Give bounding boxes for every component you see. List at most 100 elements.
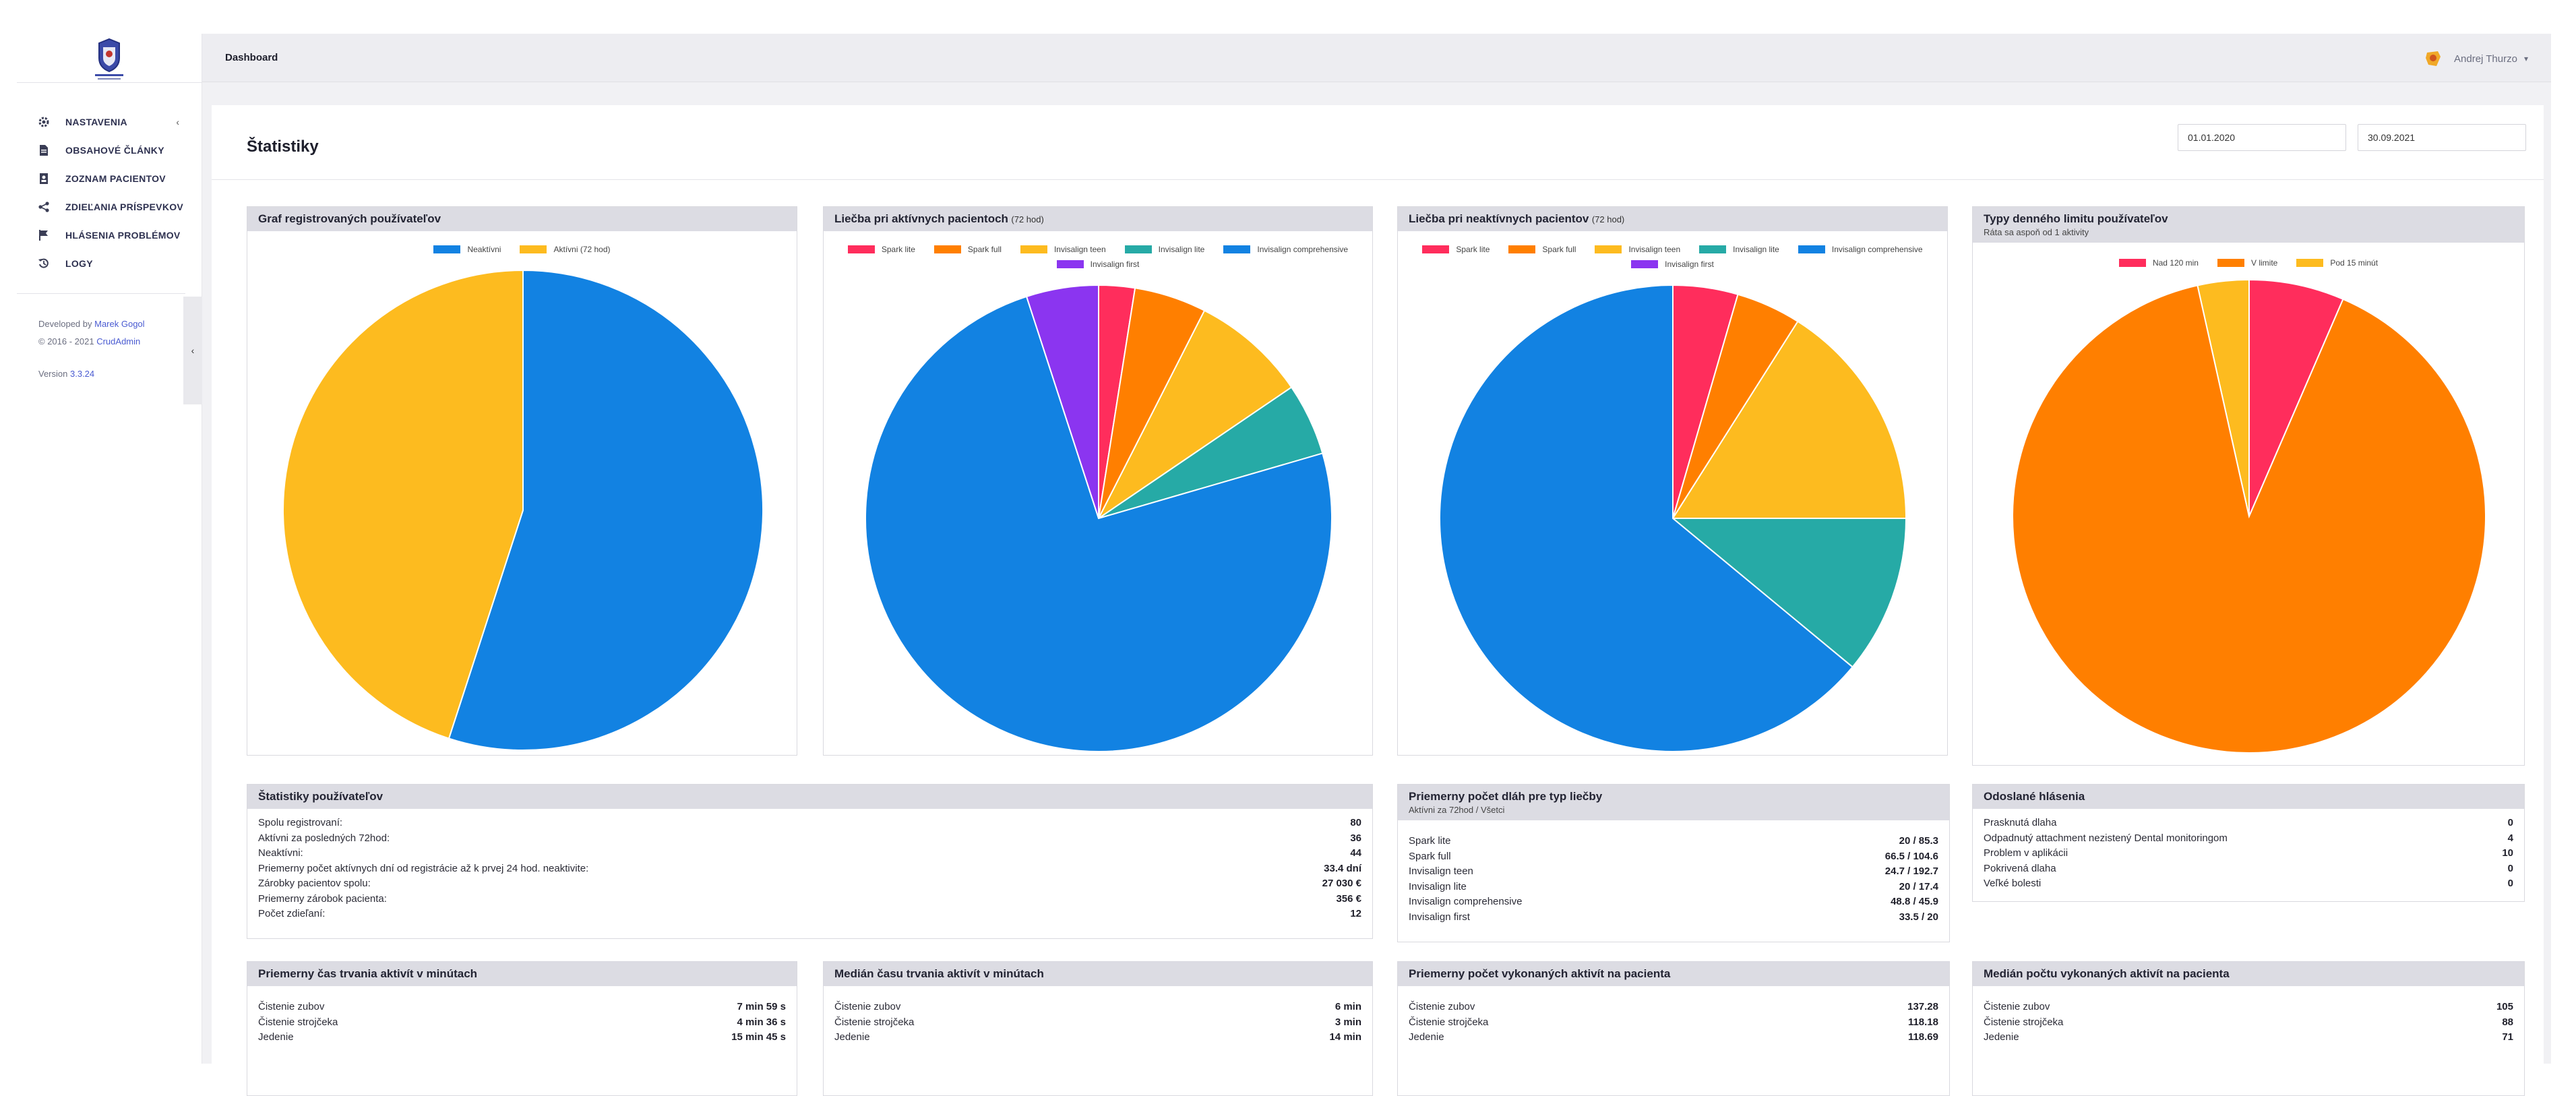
legend-swatch [1124, 245, 1152, 253]
date-from-input[interactable] [2178, 124, 2346, 151]
list-item: Čistenie strojčeka 88 [1984, 1015, 2513, 1031]
pie-slice-invisalign-comprehensive[interactable] [1439, 284, 1854, 752]
stat-label: Jedenie [1984, 1031, 2019, 1043]
panel-header: Priemerny počet dláh pre typ liečby Aktí… [1398, 785, 1949, 820]
stat-value: 6 min [1335, 1001, 1361, 1012]
user-menu[interactable]: Andrej Thurzo ▾ [2423, 49, 2528, 69]
chart-legend: Spark lite Spark full Invisalign teen Invis… [824, 245, 1372, 274]
date-to-input[interactable] [2358, 124, 2526, 151]
stat-label: Invisalign lite [1409, 880, 1467, 892]
user-name: Andrej Thurzo [2454, 53, 2517, 65]
panel-title: Priemerny počet dláh pre typ liečby [1409, 790, 1603, 803]
sidebar-collapse-button[interactable]: ‹ [183, 297, 202, 404]
legend-item[interactable]: Invisalign first [1631, 260, 1714, 269]
legend-item[interactable]: Spark lite [1422, 245, 1490, 254]
legend-item[interactable]: Invisalign comprehensive [1223, 245, 1348, 254]
stat-label: Čistenie strojčeka [1984, 1016, 2064, 1028]
app-logo[interactable] [90, 38, 129, 82]
legend-label: Spark full [967, 245, 1002, 254]
panel-subtitle: Ráta sa aspoň od 1 aktivity [1984, 227, 2089, 237]
legend-label: Nad 120 min [2152, 258, 2199, 268]
legend-label: Spark lite [881, 245, 915, 254]
pie-slice-akt-vni-72-hod[interactable] [282, 269, 524, 739]
legend-label: Invisalign comprehensive [1831, 245, 1923, 254]
stat-value: 71 [2502, 1031, 2513, 1043]
crudadmin-link[interactable]: CrudAdmin [96, 336, 141, 346]
sidebar-item-label: ZOZNAM PACIENTOV [65, 173, 166, 184]
list-item: Invisalign lite 20 / 17.4 [1409, 880, 1938, 895]
stat-label: Spark lite [1409, 835, 1451, 847]
legend-swatch [520, 245, 547, 253]
pie-slice-neakt-vni[interactable] [448, 269, 764, 751]
stat-label: Problem v aplikácii [1984, 847, 2068, 859]
breadcrumb[interactable]: Dashboard [225, 52, 278, 63]
sidebar-item-label: OBSAHOVÉ ČLÁNKY [65, 145, 164, 156]
legend-item[interactable]: Invisalign teen [1595, 245, 1680, 254]
legend-item[interactable]: Spark full [1508, 245, 1576, 254]
stat-label: Spolu registrovaní: [258, 817, 343, 828]
legend-label: Invisalign teen [1053, 245, 1106, 254]
list-item: Invisalign comprehensive 48.8 / 45.9 [1409, 894, 1938, 910]
list-item: Čistenie strojčeka 118.18 [1409, 1015, 1938, 1031]
pie-slice-invisalign-first[interactable] [1025, 284, 1099, 519]
legend-item[interactable]: Invisalign comprehensive [1798, 245, 1923, 254]
version-label: Version [38, 369, 68, 379]
legend-item[interactable]: V limite [2217, 258, 2277, 268]
developer-link[interactable]: Marek Gogol [94, 319, 145, 329]
pie-slice-v-limite[interactable] [2012, 284, 2486, 754]
sidebar-item-hlasenia-problemov[interactable]: HLÁSENIA PROBLÉMOV [17, 221, 202, 249]
logo-divider [17, 82, 202, 83]
legend-item[interactable]: Invisalign lite [1124, 245, 1205, 254]
legend-item[interactable]: Invisalign lite [1699, 245, 1779, 254]
legend-swatch [1223, 245, 1251, 253]
stat-label: Aktívni za posledných 72hod: [258, 832, 390, 844]
stat-value: 137.28 [1907, 1001, 1938, 1012]
stat-label: Jedenie [834, 1031, 870, 1043]
sidebar-item-obsahove-clanky[interactable]: OBSAHOVÉ ČLÁNKY [17, 136, 202, 164]
stat-value: 14 min [1329, 1031, 1361, 1043]
list-item: Čistenie strojčeka 3 min [834, 1015, 1361, 1031]
legend-swatch [1422, 245, 1450, 253]
legend-item[interactable]: Neaktívni [433, 245, 501, 254]
list-item: Aktívni za posledných 72hod: 36 [258, 831, 1361, 847]
stat-value: 88 [2502, 1016, 2513, 1028]
sidebar-item-zoznam-pacientov[interactable]: ZOZNAM PACIENTOV [17, 164, 202, 193]
list-item: Jedenie 71 [1984, 1030, 2513, 1045]
pie-slice-nad-120-min[interactable] [2248, 278, 2344, 517]
sidebar-item-zdielania-prispevkov[interactable]: ZDIEĽANIA PRÍSPEVKOV [17, 193, 202, 221]
pie-slice-invisalign-comprehensive[interactable] [865, 295, 1332, 752]
list-item: Čistenie zubov 7 min 59 s [258, 1000, 786, 1015]
pie-slice-pod-15-min-t[interactable] [2197, 278, 2250, 517]
stat-label: Invisalign comprehensive [1409, 896, 1523, 907]
sidebar-nav: NASTAVENIA ‹ OBSAHOVÉ ČLÁNKY ZOZNAM PACI… [17, 108, 202, 278]
panel-title: Liečba pri aktívnych pacientoch [834, 212, 1008, 225]
legend-item[interactable]: Invisalign first [1056, 260, 1139, 269]
pie-slice-invisalign-lite[interactable] [1671, 518, 1907, 668]
flag-icon [37, 229, 51, 242]
version-link[interactable]: 3.3.24 [70, 369, 95, 379]
stat-label: Čistenie zubov [1984, 1001, 2050, 1012]
legend-label: Invisalign lite [1158, 245, 1205, 254]
stat-label: Odpadnutý attachment nezistený Dental mo… [1984, 832, 2228, 844]
pie-slice-invisalign-teen[interactable] [1672, 320, 1907, 519]
list-item: Čistenie zubov 6 min [834, 1000, 1361, 1015]
stat-label: Pokrivená dlaha [1984, 862, 2056, 874]
list-item: Prasknutá dlaha 0 [1984, 816, 2513, 831]
legend-item[interactable]: Spark full [933, 245, 1002, 254]
legend-swatch [2296, 259, 2324, 267]
stat-label: Čistenie strojčeka [1409, 1016, 1489, 1028]
stat-value: 12 [1350, 908, 1361, 919]
panel-title: Graf registrovaných používateľov [258, 212, 441, 225]
stat-label: Počet zdieľaní: [258, 908, 326, 919]
stat-value: 27 030 € [1322, 878, 1361, 889]
chart-panel-inactive: Liečba pri neaktívnych pacientov (72 hod… [1397, 206, 1948, 756]
legend-item[interactable]: Invisalign teen [1020, 245, 1106, 254]
legend-item[interactable]: Aktívni (72 hod) [520, 245, 611, 254]
legend-item[interactable]: Pod 15 minút [2296, 258, 2378, 268]
list-item: Spark lite 20 / 85.3 [1409, 834, 1938, 849]
sidebar-item-logy[interactable]: LOGY [17, 249, 202, 278]
legend-item[interactable]: Spark lite [847, 245, 915, 254]
sidebar-item-nastavenia[interactable]: NASTAVENIA ‹ [17, 108, 202, 136]
legend-item[interactable]: Nad 120 min [2118, 258, 2199, 268]
pie-slice-invisalign-teen[interactable] [1098, 309, 1293, 519]
